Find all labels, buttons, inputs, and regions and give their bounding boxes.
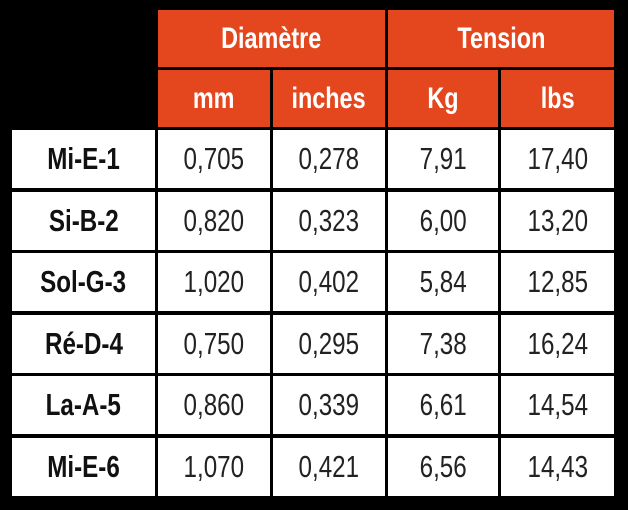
value-cell: 7,91 [388, 130, 498, 188]
value-cell: 0,705 [158, 130, 270, 188]
value-cell-text: 0,860 [183, 387, 245, 422]
value-cell-text: 0,402 [298, 264, 360, 299]
value-cell-text: 12,85 [527, 264, 588, 299]
value-cell-text: 0,278 [298, 141, 360, 176]
value-cell: 0,295 [273, 314, 385, 373]
value-cell-text: 14,54 [527, 387, 588, 422]
unit-header-text: lbs [540, 81, 575, 115]
value-cell: 0,750 [158, 314, 270, 373]
group-header-text: Tension [457, 21, 545, 55]
value-cell-text: 0,339 [298, 387, 360, 422]
group-header: Diamètre [158, 10, 385, 67]
value-cell-text: 0,421 [298, 448, 360, 484]
row-label: La-A-5 [12, 376, 155, 434]
value-cell-text: 6,00 [419, 202, 467, 238]
group-header-text: Diamètre [221, 21, 322, 55]
unit-header: inches [273, 70, 385, 127]
unit-header: mm [158, 70, 270, 127]
row-label-text: Mi-E-6 [47, 448, 120, 484]
value-cell: 0,421 [273, 437, 385, 496]
value-cell-text: 0,750 [183, 325, 245, 361]
row-label-text: La-A-5 [45, 387, 122, 422]
value-cell-text: 1,020 [183, 264, 245, 299]
value-cell-text: 16,24 [527, 325, 588, 361]
value-cell: 12,85 [501, 253, 614, 311]
value-cell: 7,38 [388, 314, 498, 373]
row-label-text: Sol-G-3 [40, 264, 127, 299]
row-label: Mi-E-6 [12, 437, 155, 496]
value-cell-text: 0,323 [298, 202, 360, 238]
value-cell-text: 13,20 [527, 202, 588, 238]
unit-header: Kg [388, 70, 498, 127]
value-cell-text: 6,61 [419, 387, 467, 422]
value-cell: 0,402 [273, 253, 385, 311]
value-cell-text: 1,070 [183, 448, 245, 484]
row-label-text: Si-B-2 [48, 202, 119, 238]
value-cell-text: 14,43 [527, 448, 588, 484]
value-cell-text: 0,295 [298, 325, 360, 361]
value-cell: 6,56 [388, 437, 498, 496]
group-header: Tension [388, 10, 614, 67]
value-cell: 6,61 [388, 376, 498, 434]
value-cell: 6,00 [388, 191, 498, 250]
row-label: Sol-G-3 [12, 253, 155, 311]
row-label: Si-B-2 [12, 191, 155, 250]
value-cell-text: 5,84 [419, 264, 467, 299]
value-cell-text: 17,40 [527, 141, 588, 176]
value-cell: 0,820 [158, 191, 270, 250]
value-cell-text: 6,56 [419, 448, 467, 484]
value-cell: 14,43 [501, 437, 614, 496]
value-cell: 0,278 [273, 130, 385, 188]
row-label: Mi-E-1 [12, 130, 155, 188]
value-cell-text: 7,91 [419, 141, 467, 176]
unit-header-text: inches [291, 81, 367, 115]
value-cell: 0,339 [273, 376, 385, 434]
row-label: Ré-D-4 [12, 314, 155, 373]
value-cell: 14,54 [501, 376, 614, 434]
value-cell: 13,20 [501, 191, 614, 250]
row-label-text: Mi-E-1 [47, 141, 120, 176]
row-label-text: Ré-D-4 [44, 325, 123, 361]
value-cell: 1,070 [158, 437, 270, 496]
unit-header-text: Kg [427, 81, 459, 115]
value-cell: 0,323 [273, 191, 385, 250]
value-cell-text: 0,705 [183, 141, 245, 176]
value-cell: 0,860 [158, 376, 270, 434]
value-cell: 16,24 [501, 314, 614, 373]
value-cell: 5,84 [388, 253, 498, 311]
unit-header-text: mm [193, 81, 235, 115]
value-cell: 17,40 [501, 130, 614, 188]
value-cell: 1,020 [158, 253, 270, 311]
value-cell-text: 0,820 [183, 202, 245, 238]
value-cell-text: 7,38 [419, 325, 467, 361]
unit-header: lbs [501, 70, 614, 127]
